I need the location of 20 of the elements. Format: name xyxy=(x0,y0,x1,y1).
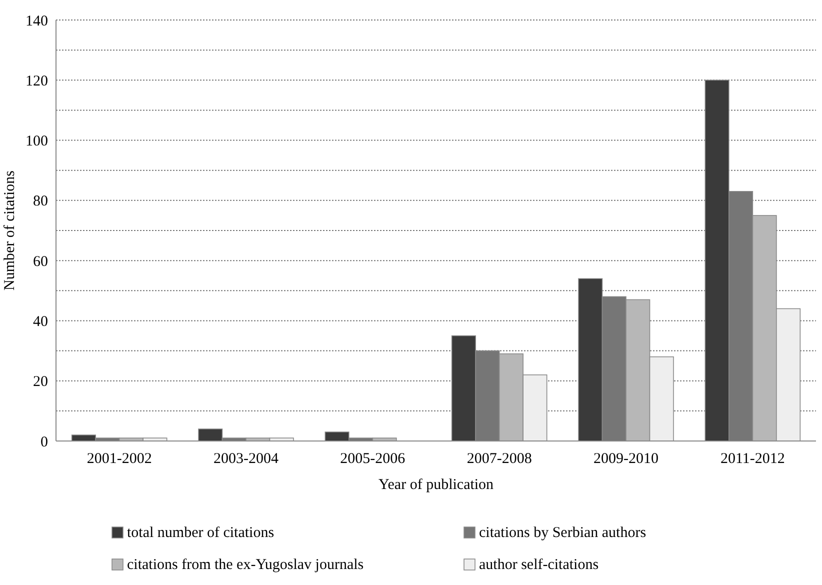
y-tick-label: 60 xyxy=(33,254,48,270)
y-tick-label: 40 xyxy=(33,314,48,330)
x-tick-label: 2001-2002 xyxy=(86,451,152,467)
x-tick-label: 2005-2006 xyxy=(340,451,406,467)
y-tick-label: 120 xyxy=(26,73,48,90)
y-tick-label: 140 xyxy=(26,13,48,30)
y-tick-label: 100 xyxy=(26,134,48,150)
legend-label: author self-citations xyxy=(479,557,599,573)
legend-label: citations from the ex-Yugoslav journals xyxy=(127,557,364,573)
x-tick-label: 2007-2008 xyxy=(466,451,532,467)
y-tick-label: 0 xyxy=(40,434,48,450)
x-axis-title: Year of publication xyxy=(378,477,494,493)
legend-label: total number of citations xyxy=(127,525,274,541)
x-tick-label: 2009-2010 xyxy=(594,451,658,467)
x-tick-label: 2003-2004 xyxy=(214,451,279,467)
x-tick-label: 2011-2012 xyxy=(720,451,785,467)
y-tick-label: 20 xyxy=(33,374,48,390)
y-tick-label: 80 xyxy=(33,194,48,210)
y-axis-title: Number of citations xyxy=(2,170,18,290)
legend-label: citations by Serbian authors xyxy=(479,525,646,541)
